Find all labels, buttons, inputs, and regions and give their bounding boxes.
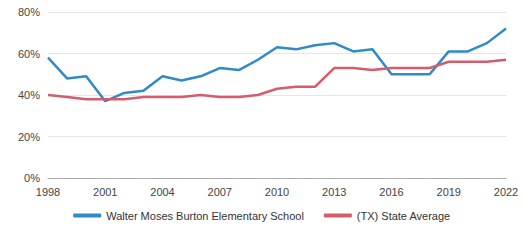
svg-text:20%: 20%	[18, 131, 40, 143]
svg-text:2019: 2019	[437, 186, 461, 198]
svg-text:2022: 2022	[494, 186, 518, 198]
svg-text:80%: 80%	[18, 6, 40, 18]
svg-text:2001: 2001	[93, 186, 117, 198]
svg-text:40%: 40%	[18, 89, 40, 101]
svg-text:1998: 1998	[36, 186, 60, 198]
svg-text:0%: 0%	[24, 172, 40, 184]
svg-text:(TX) State Average: (TX) State Average	[357, 210, 450, 222]
svg-text:2010: 2010	[265, 186, 289, 198]
svg-text:60%: 60%	[18, 48, 40, 60]
svg-text:2013: 2013	[322, 186, 346, 198]
svg-text:2007: 2007	[208, 186, 232, 198]
svg-text:Walter Moses Burton Elementary: Walter Moses Burton Elementary School	[106, 210, 304, 222]
svg-text:2004: 2004	[150, 186, 174, 198]
svg-text:2016: 2016	[379, 186, 403, 198]
